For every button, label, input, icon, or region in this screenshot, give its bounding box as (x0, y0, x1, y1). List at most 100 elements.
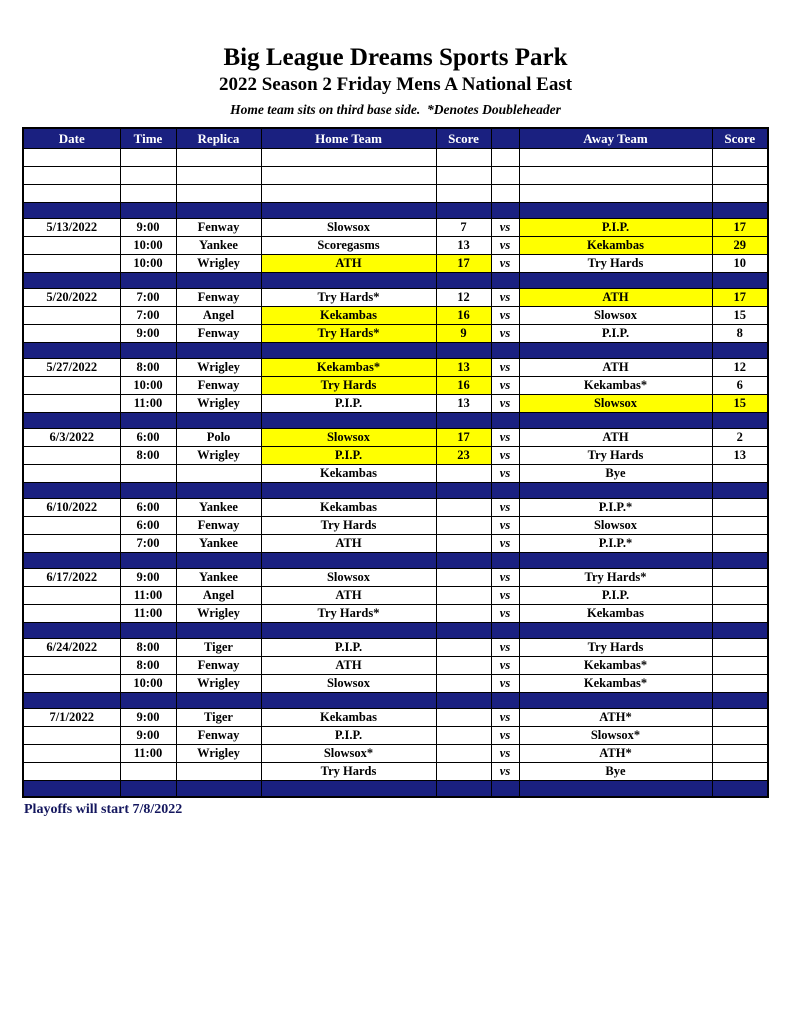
cell-vs: vs (490, 516, 520, 536)
cell-home-score: 13 (435, 358, 492, 378)
cell-away-score (711, 184, 769, 204)
cell-date (22, 166, 121, 186)
col-header-score: Score (711, 127, 769, 150)
col-header-replica: Replica (175, 127, 262, 150)
game-row: 11:00 Wrigley P.I.P. 13 vs Slowsox 15 (22, 394, 769, 414)
cell-home-team: Try Hards* (260, 324, 437, 344)
separator-row (22, 692, 769, 710)
separator-cell (711, 202, 769, 220)
game-row: 7:00 Angel Kekambas 16 vs Slowsox 15 (22, 306, 769, 326)
cell-replica: Fenway (175, 218, 262, 238)
separator-cell (175, 780, 262, 798)
cell-time (119, 464, 177, 484)
cell-time: 9:00 (119, 218, 177, 238)
cell-date: 5/27/2022 (22, 358, 121, 378)
cell-home-team: Try Hards (260, 516, 437, 536)
cell-away-score: 6 (711, 376, 769, 396)
separator-cell (518, 482, 713, 500)
cell-away-score (711, 726, 769, 746)
cell-home-score (435, 708, 492, 728)
cell-away-team: Kekambas* (518, 656, 713, 676)
separator-cell (175, 272, 262, 290)
separator-cell (22, 552, 121, 570)
home-team-note: Home team sits on third base side. *Deno… (230, 102, 561, 118)
cell-home-team: ATH (260, 656, 437, 676)
separator-cell (711, 482, 769, 500)
cell-away-score: 12 (711, 358, 769, 378)
cell-home-score (435, 148, 492, 168)
cell-time: 11:00 (119, 744, 177, 764)
game-row: 6/24/2022 8:00 Tiger P.I.P. vs Try Hards (22, 638, 769, 658)
separator-cell (490, 412, 520, 430)
cell-away-team: ATH* (518, 744, 713, 764)
separator-cell (435, 272, 492, 290)
separator-row (22, 272, 769, 290)
cell-time: 8:00 (119, 656, 177, 676)
cell-vs: vs (490, 446, 520, 466)
cell-away-team: Bye (518, 464, 713, 484)
separator-cell (119, 482, 177, 500)
cell-away-score: 8 (711, 324, 769, 344)
cell-home-score (435, 184, 492, 204)
cell-vs: vs (490, 656, 520, 676)
cell-away-team (518, 166, 713, 186)
separator-cell (260, 272, 437, 290)
cell-home-team: Kekambas (260, 464, 437, 484)
game-row: 10:00 Wrigley ATH 17 vs Try Hards 10 (22, 254, 769, 274)
cell-vs: vs (490, 324, 520, 344)
game-row: 6/10/2022 6:00 Yankee Kekambas vs P.I.P.* (22, 498, 769, 518)
separator-cell (260, 342, 437, 360)
cell-date (22, 656, 121, 676)
cell-away-score: 17 (711, 218, 769, 238)
cell-date (22, 744, 121, 764)
cell-vs: vs (490, 674, 520, 694)
cell-time (119, 762, 177, 782)
game-row: 5/20/2022 7:00 Fenway Try Hards* 12 vs ATH 17 (22, 288, 769, 308)
col-header-date: Date (22, 127, 121, 150)
cell-home-score (435, 498, 492, 518)
separator-cell (490, 202, 520, 220)
cell-date (22, 604, 121, 624)
cell-away-score (711, 656, 769, 676)
cell-away-score: 15 (711, 394, 769, 414)
cell-away-score (711, 762, 769, 782)
separator-cell (175, 412, 262, 430)
cell-home-team: P.I.P. (260, 638, 437, 658)
game-row: 6:00 Fenway Try Hards vs Slowsox (22, 516, 769, 536)
cell-vs: vs (490, 498, 520, 518)
cell-replica: Fenway (175, 376, 262, 396)
game-row: 9:00 Fenway Try Hards* 9 vs P.I.P. 8 (22, 324, 769, 344)
separator-cell (119, 202, 177, 220)
game-row: 11:00 Wrigley Slowsox* vs ATH* (22, 744, 769, 764)
separator-cell (175, 692, 262, 710)
cell-vs: vs (490, 428, 520, 448)
cell-date (22, 534, 121, 554)
playoffs-note: Playoffs will start 7/8/2022 (24, 802, 183, 818)
game-row: 8:00 Fenway ATH vs Kekambas* (22, 656, 769, 676)
cell-home-score (435, 744, 492, 764)
cell-vs: vs (490, 376, 520, 396)
cell-home-team (260, 184, 437, 204)
cell-date (22, 586, 121, 606)
cell-away-score (711, 586, 769, 606)
cell-vs: vs (490, 534, 520, 554)
cell-vs: vs (490, 464, 520, 484)
cell-time: 9:00 (119, 324, 177, 344)
cell-vs (490, 184, 520, 204)
cell-time: 10:00 (119, 236, 177, 256)
separator-cell (711, 692, 769, 710)
col-header-home-team: Home Team (260, 127, 437, 150)
cell-replica: Yankee (175, 498, 262, 518)
cell-date (22, 394, 121, 414)
game-row: 8:00 Wrigley P.I.P. 23 vs Try Hards 13 (22, 446, 769, 466)
separator-cell (518, 622, 713, 640)
cell-away-team: Kekambas (518, 236, 713, 256)
cell-away-team: Try Hards (518, 254, 713, 274)
cell-away-score (711, 534, 769, 554)
separator-cell (119, 342, 177, 360)
separator-row (22, 342, 769, 360)
separator-cell (435, 692, 492, 710)
cell-home-score (435, 516, 492, 536)
cell-away-team: ATH (518, 358, 713, 378)
cell-away-team (518, 184, 713, 204)
